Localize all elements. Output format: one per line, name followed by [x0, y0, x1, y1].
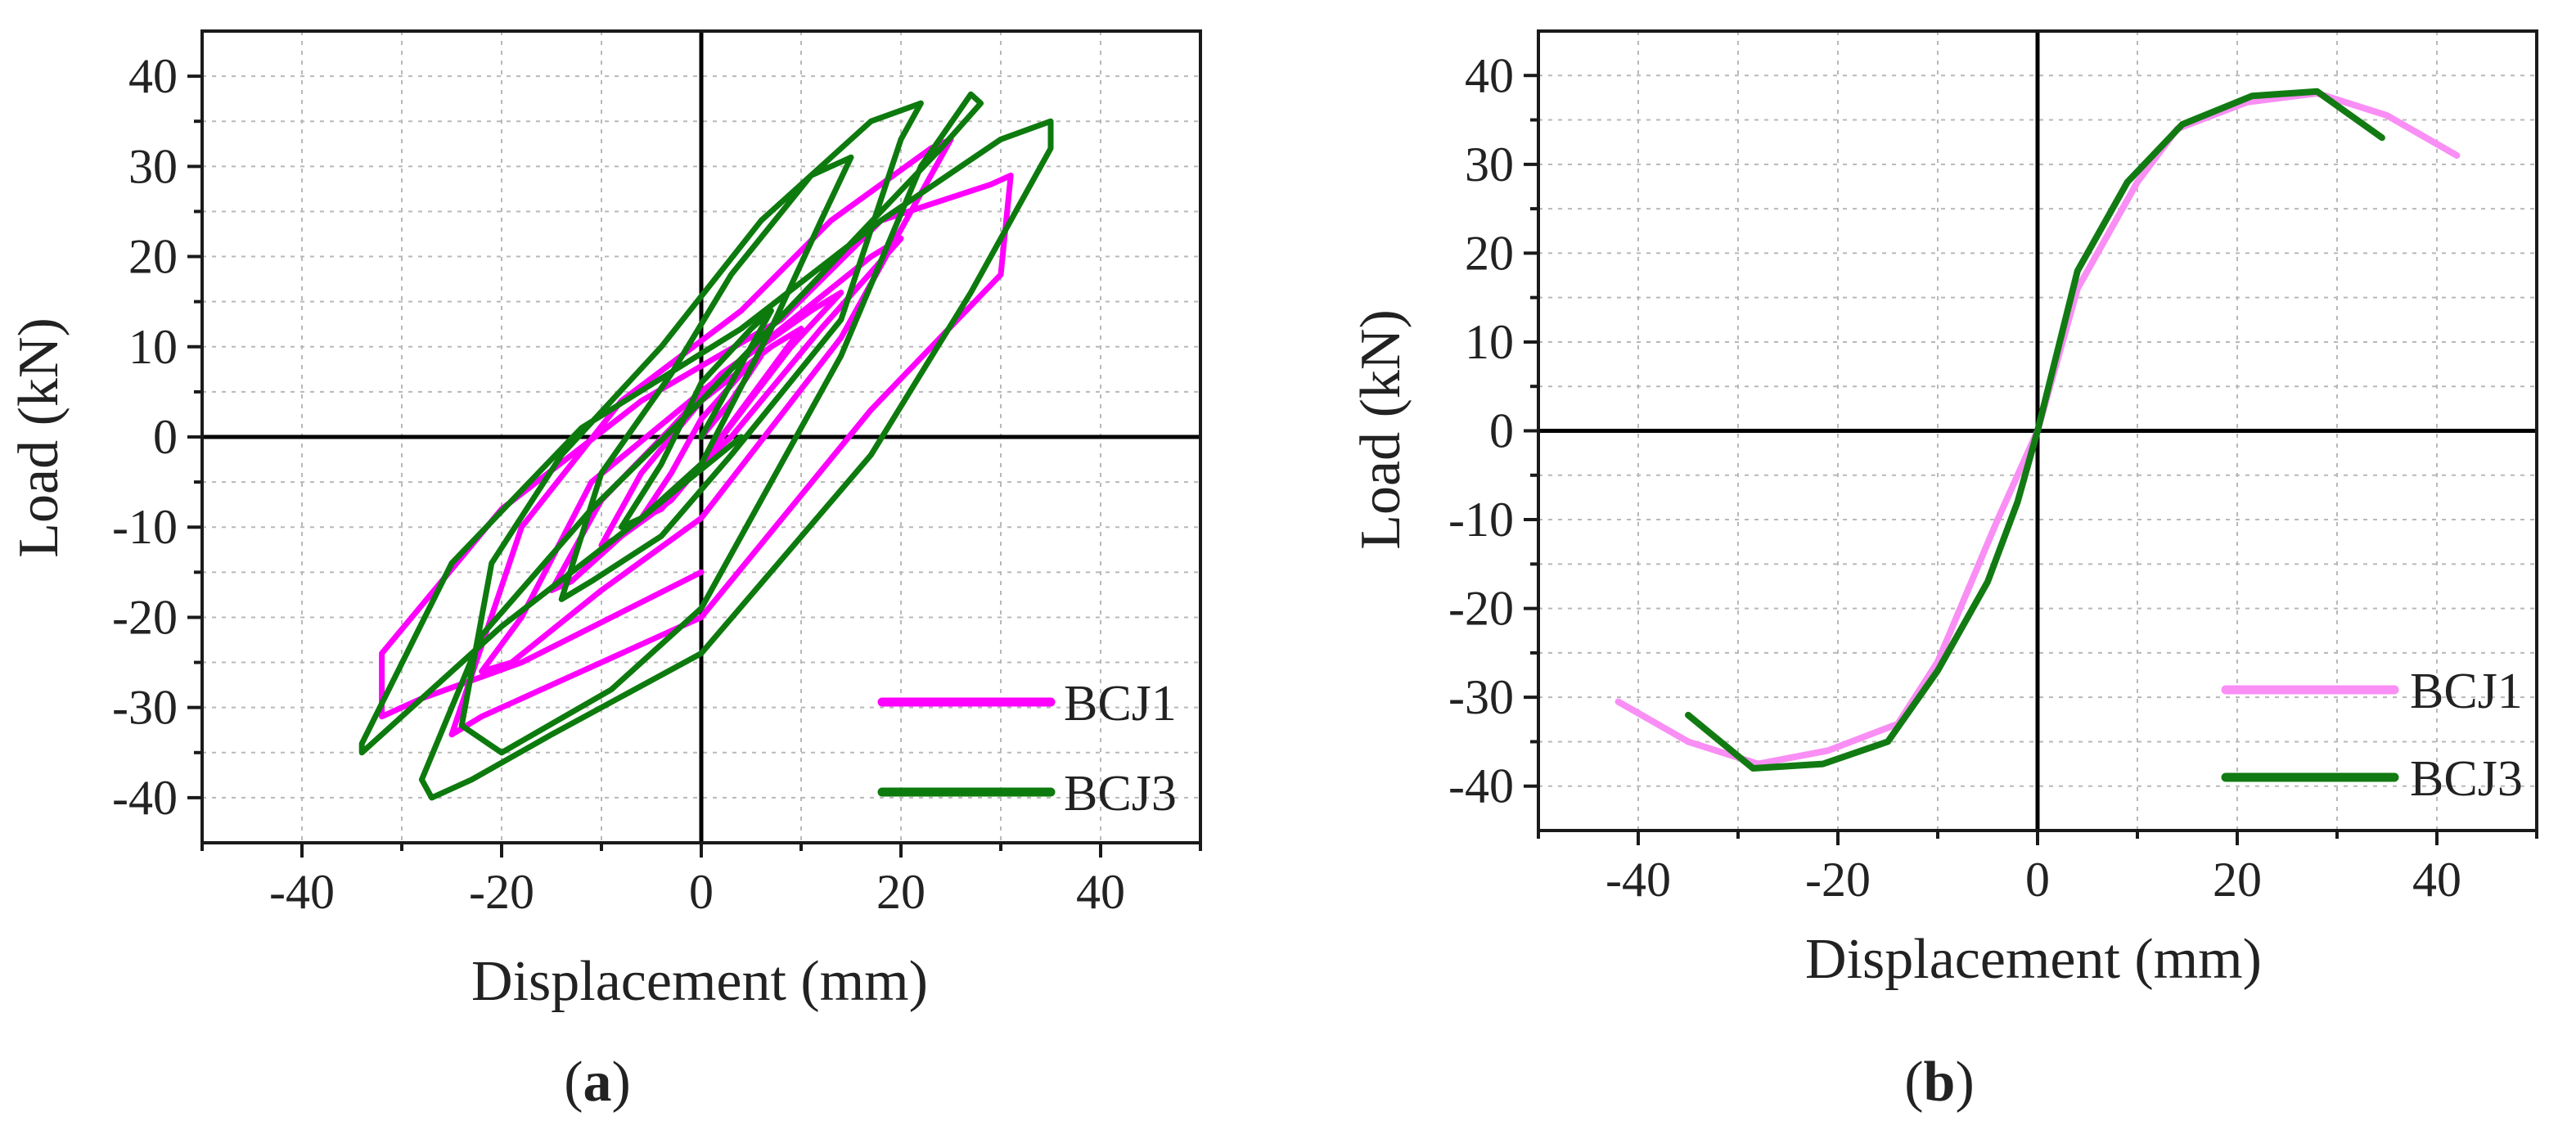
legend-label-bcj3: BCJ3 [2410, 751, 2523, 807]
legend-label-bcj1: BCJ1 [1064, 676, 1177, 732]
x-tick-label: -40 [1605, 853, 1671, 907]
x-tick-labels: -40 -20 0 20 40 [1605, 853, 2461, 907]
chart-panel-a: -40 -20 0 20 40 -40 -30 -20 -10 0 10 20 … [7, 29, 1202, 1114]
y-tick-label: -30 [112, 681, 178, 735]
legend-label-bcj3: BCJ3 [1064, 766, 1177, 822]
x-tick-label: -40 [269, 865, 335, 919]
x-tick-label: 40 [1076, 865, 1125, 919]
chart-panel-b: -40 -20 0 20 40 -40 -30 -20 -10 0 10 20 … [1349, 29, 2538, 1114]
tick-marks [187, 74, 1202, 858]
y-tick-label: -30 [1448, 670, 1514, 724]
y-tick-label: -10 [112, 500, 178, 554]
y-tick-label: 10 [1465, 315, 1514, 369]
y-tick-label: 10 [128, 320, 178, 374]
y-tick-label: -40 [1448, 759, 1514, 813]
y-tick-label: 0 [153, 410, 178, 464]
y-tick-label: 40 [128, 49, 178, 103]
panel-caption-b: (b) [1904, 1051, 1975, 1114]
y-tick-label: 0 [1489, 404, 1514, 458]
x-axis-title: Displacement (mm) [1805, 928, 2262, 991]
panel-caption-a: (a) [564, 1051, 631, 1114]
y-tick-label: -20 [112, 590, 178, 644]
series-line-bcj3 [1685, 88, 2385, 772]
x-tick-label: 20 [876, 865, 925, 919]
tick-marks [1524, 74, 2538, 845]
x-tick-label: 0 [2025, 853, 2050, 907]
y-tick-label: 30 [128, 139, 178, 193]
y-tick-labels: -40 -30 -20 -10 0 10 20 30 40 [112, 49, 178, 825]
x-tick-label: 40 [2412, 853, 2461, 907]
y-axis-title: Load (kN) [1349, 309, 1412, 550]
x-tick-label: -20 [1805, 853, 1871, 907]
x-tick-label: -20 [469, 865, 534, 919]
series-group [1615, 88, 2461, 772]
y-tick-label: 20 [128, 230, 178, 284]
series-line-bcj3 [358, 91, 1054, 801]
y-tick-label: -40 [112, 771, 178, 825]
legend: BCJ1 BCJ3 [877, 676, 1177, 822]
legend: BCJ1 BCJ3 [2221, 664, 2523, 807]
y-tick-label: 30 [1465, 137, 1514, 191]
x-tick-labels: -40 -20 0 20 40 [269, 865, 1125, 919]
y-tick-label: -10 [1448, 493, 1514, 547]
y-tick-label: -20 [1448, 582, 1514, 636]
y-tick-label: 20 [1465, 226, 1514, 280]
legend-label-bcj1: BCJ1 [2410, 664, 2523, 719]
series-group [358, 91, 1054, 801]
y-tick-labels: -40 -30 -20 -10 0 10 20 30 40 [1448, 48, 1514, 813]
series-line-bcj1 [379, 136, 1014, 738]
y-tick-label: 40 [1465, 48, 1514, 102]
x-tick-label: 20 [2213, 853, 2262, 907]
x-axis-title: Displacement (mm) [471, 950, 928, 1013]
y-axis-title: Load (kN) [7, 317, 70, 558]
x-tick-label: 0 [689, 865, 714, 919]
